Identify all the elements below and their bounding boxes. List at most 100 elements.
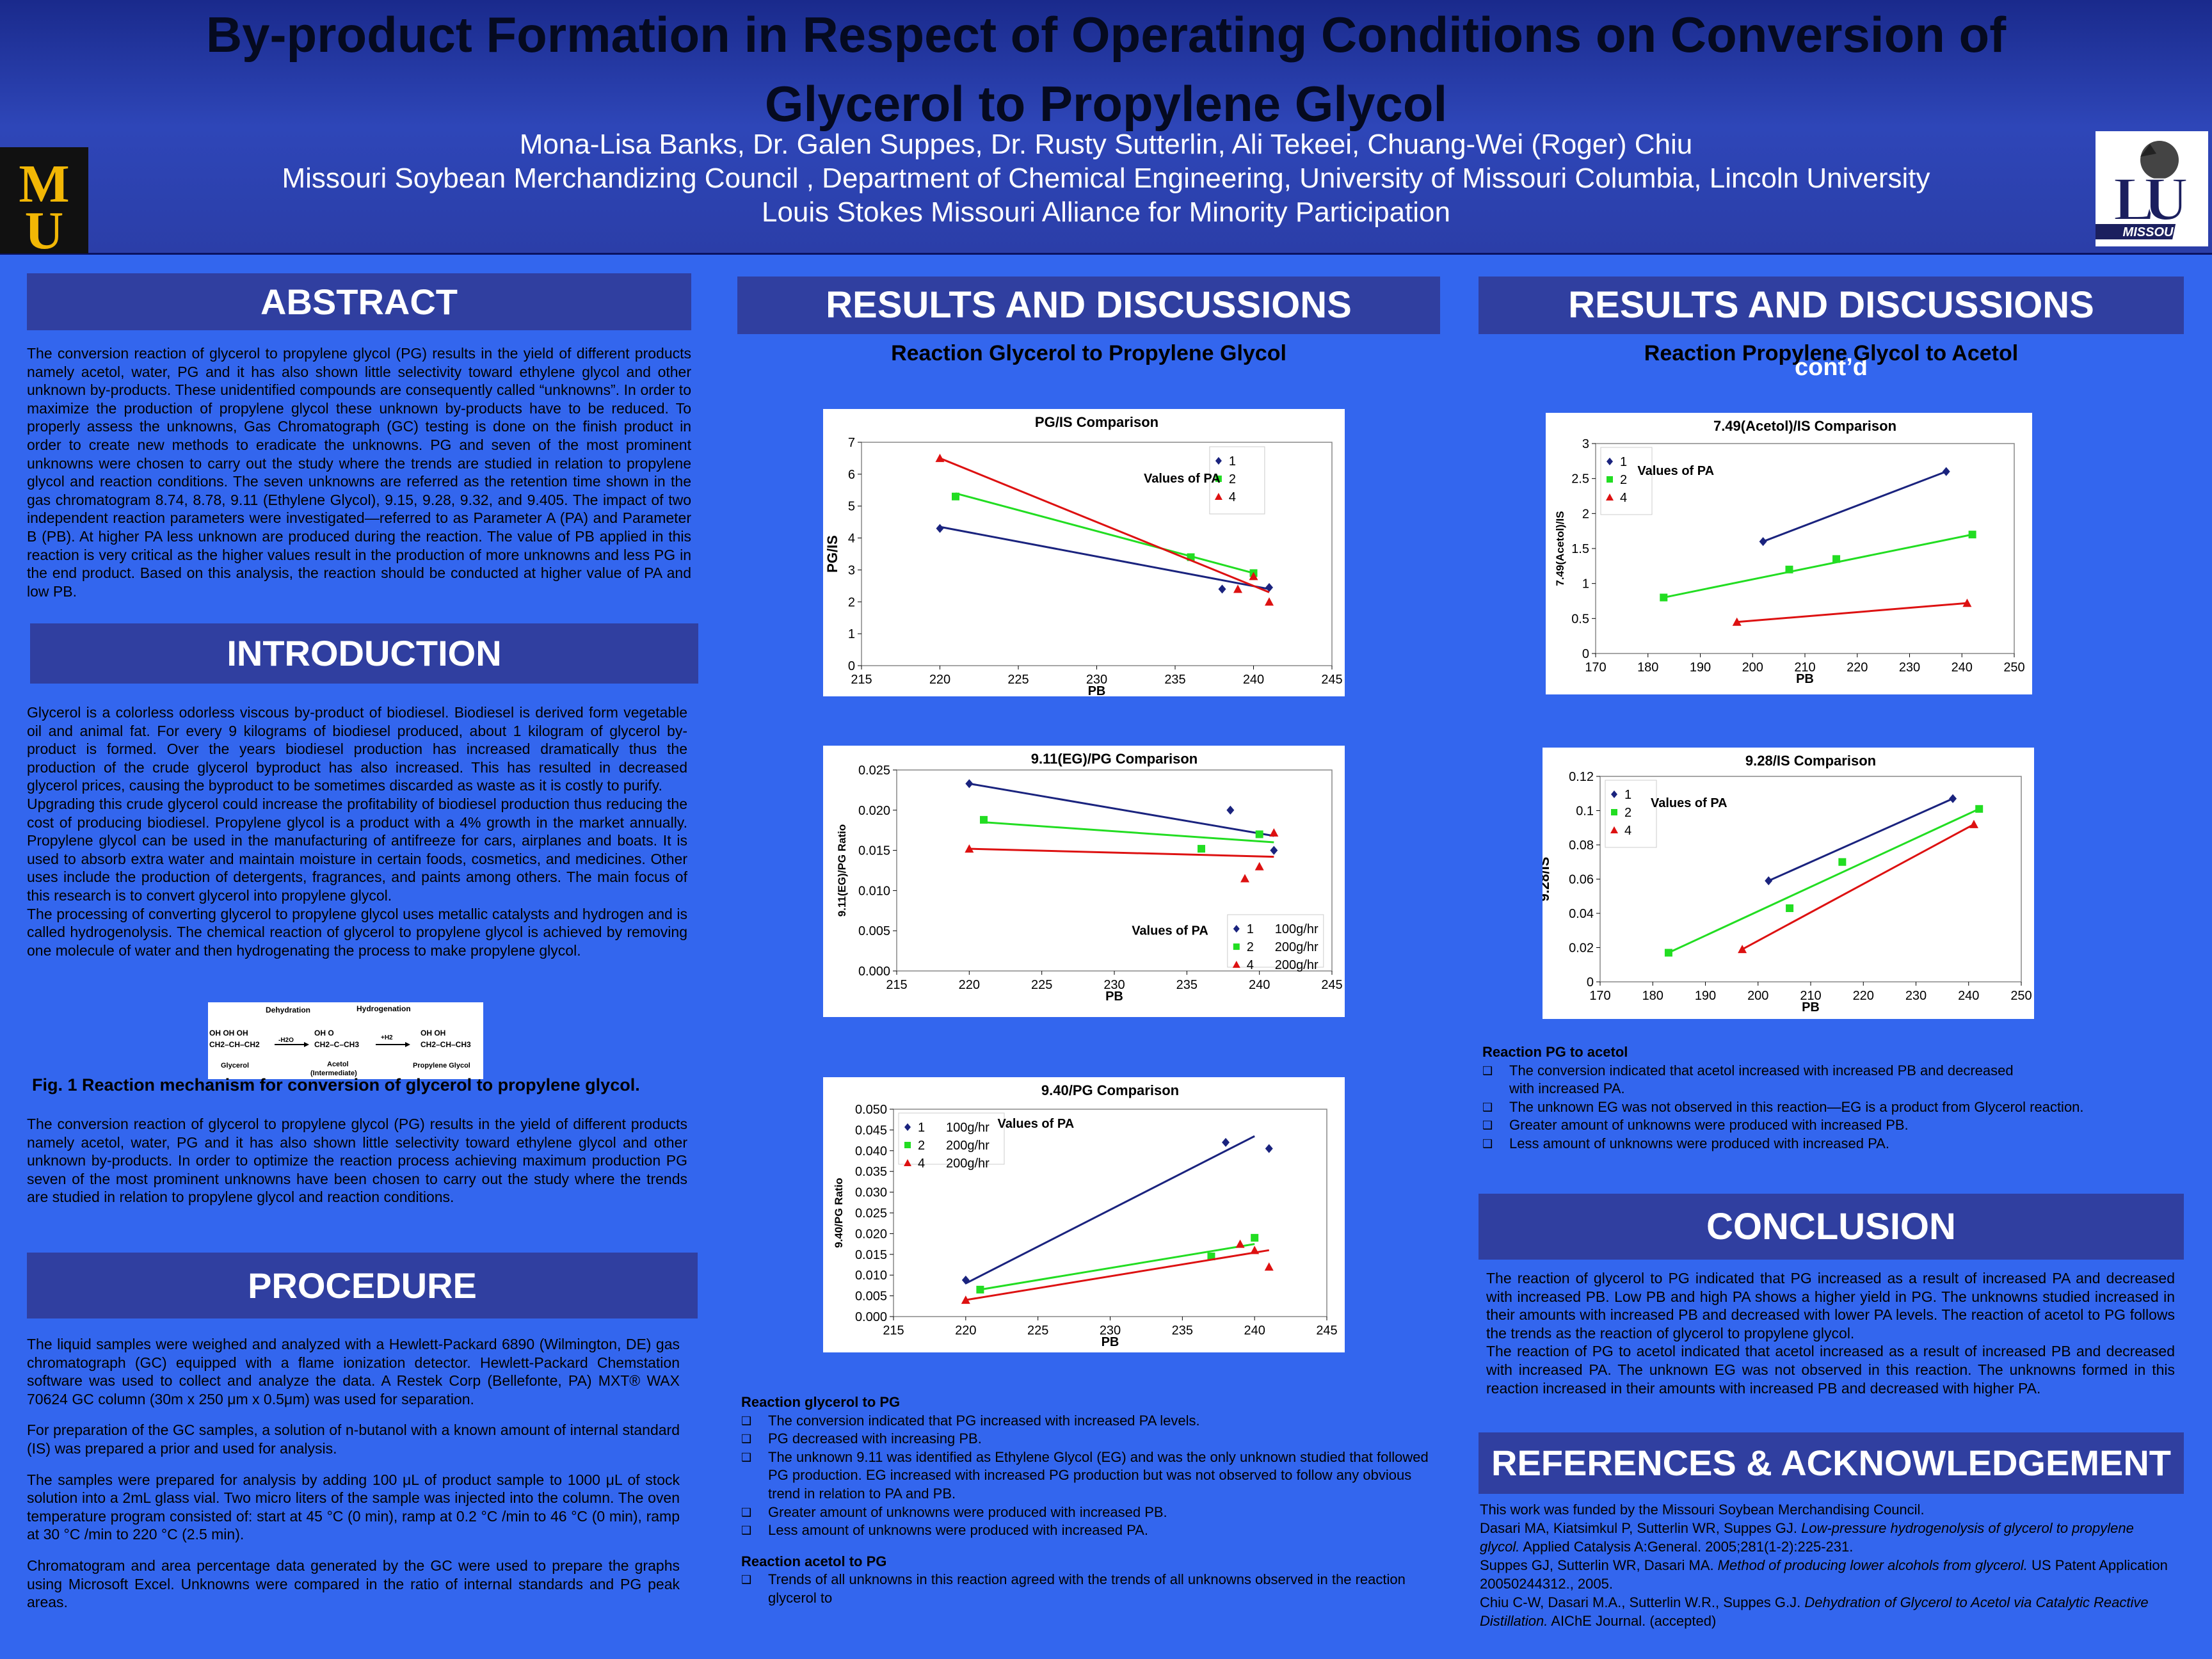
legend-label: 2 [918, 1139, 925, 1153]
series-trendline [1663, 533, 1973, 599]
data-point-square [1664, 949, 1672, 957]
conclusion-heading: CONCLUSION [1479, 1194, 2184, 1260]
y-axis-label: PG/IS [824, 535, 840, 573]
data-point-triangle [1233, 584, 1242, 593]
data-point-diamond [965, 779, 974, 789]
legend-label: 1 [1247, 922, 1254, 936]
data-point-triangle [1962, 598, 1972, 607]
chart-title: PG/IS Comparison [1035, 414, 1158, 430]
chart-911-eg-pg: 9.11(EG)/PG Comparison 0.000 0.005 0.010 0.0… [823, 746, 1345, 1017]
x-tick-label: 235 [1176, 978, 1198, 992]
bullet-item: Greater amount of unknowns were produced… [741, 1503, 1432, 1522]
series-trendline [1742, 823, 1975, 950]
data-point-square [1785, 565, 1793, 573]
legend-label: 4 [1247, 958, 1254, 972]
y-tick-label: 2 [1582, 507, 1589, 521]
data-point-triangle [1264, 1262, 1274, 1271]
intro-continued-text: The conversion reaction of glycerol to p… [27, 1116, 687, 1206]
mu-logo-u: U [25, 201, 64, 253]
x-tick-label: 220 [959, 978, 980, 992]
affiliation-2: Louis Stokes Missouri Alliance for Minor… [761, 196, 1450, 228]
pg-acetol-subheading: Reaction Propylene Glycol to Acetol [1644, 341, 2019, 365]
x-tick-label: 220 [1847, 661, 1868, 675]
fig-label-glycerol: Glycerol [221, 1062, 249, 1070]
legend-marker [1214, 492, 1222, 500]
fig-label-intermediate: (Intermediate) [310, 1070, 357, 1077]
data-point-diamond [1226, 805, 1235, 815]
y-tick-label: 0.025 [855, 1206, 887, 1221]
y-tick-label: 0.005 [858, 924, 890, 938]
x-tick-label: 210 [1794, 661, 1815, 675]
lincoln-logo: L U MISSOURI [2087, 131, 2208, 246]
results-heading: RESULTS AND DISCUSSIONS [737, 276, 1440, 334]
reaction-mechanism-figure: Dehydration Hydrogenation OH OH OH CH2–C… [208, 1002, 483, 1079]
legend-marker [1607, 458, 1613, 465]
data-point-triangle [1732, 617, 1742, 626]
legend-extra-label: 200g/hr [1275, 958, 1318, 972]
data-point-triangle [1235, 1239, 1245, 1248]
data-point-triangle [1969, 819, 1978, 828]
legend-label: 1 [918, 1121, 925, 1135]
ref-source: US Patent Application 20050244312., 2005… [1480, 1557, 2168, 1592]
x-tick-label: 225 [1027, 1324, 1048, 1338]
data-point-square [1975, 805, 1984, 813]
series-trendline [955, 492, 1254, 574]
ref-title: Dehydration of Glycerol to Acetol via Ca… [1480, 1594, 2149, 1629]
legend-label: 2 [1620, 473, 1627, 487]
bullet-item: The unknown EG was not observed in this … [1482, 1098, 2174, 1117]
y-tick-label: 2 [848, 595, 855, 609]
data-point-square [1968, 531, 1976, 539]
legend-marker [904, 1142, 911, 1148]
data-point-diamond [1949, 794, 1957, 803]
x-axis-label: PB [1796, 672, 1814, 686]
y-tick-label: 3 [1582, 437, 1589, 451]
y-tick-label: 0.015 [855, 1248, 887, 1262]
legend-title: Values of PA [1144, 472, 1221, 486]
x-tick-label: 180 [1637, 661, 1658, 675]
results-pg-acetol-notes: Reaction PG to acetol The conversion ind… [1482, 1043, 2174, 1153]
fig-label-acetol: Acetol [327, 1061, 349, 1068]
legend-title: Values of PA [1132, 924, 1208, 938]
x-tick-label: 250 [2010, 989, 2032, 1003]
legend-label: 2 [1229, 472, 1236, 486]
title-line-2: Glycerol to Propylene Glycol [764, 76, 1448, 132]
legend-marker [1215, 475, 1222, 482]
y-axis-label: 9.11(EG)/PG Ratio [836, 824, 848, 917]
reference-item: Suppes GJ, Sutterlin WR, Dasari MA. Meth… [1480, 1556, 2175, 1593]
data-point-diamond [936, 524, 944, 533]
fig-label-pg: Propylene Glycol [413, 1062, 470, 1070]
x-tick-label: 220 [1853, 989, 1874, 1003]
y-tick-label: 0.06 [1569, 873, 1594, 887]
fig-glycerol-chain: CH2–CH–CH2 [209, 1040, 260, 1049]
x-axis-label: PB [1088, 684, 1106, 696]
y-tick-label: 0.12 [1569, 770, 1594, 784]
y-tick-label: 7 [848, 436, 855, 450]
y-tick-label: 0.040 [855, 1144, 887, 1158]
legend-box [1227, 914, 1324, 968]
legend-label: 4 [918, 1157, 925, 1171]
y-tick-label: 0.035 [855, 1165, 887, 1179]
x-tick-label: 240 [1952, 661, 1973, 675]
data-point-triangle [1240, 874, 1249, 883]
chart-title: 7.49(Acetol)/IS Comparison [1713, 418, 1896, 434]
intro-paragraph: Upgrading this crude glycerol could incr… [27, 795, 687, 904]
series-trendline [969, 847, 1274, 858]
introduction-heading: INTRODUCTION [30, 623, 698, 684]
y-axis-label: 9.40/PG Ratio [833, 1178, 845, 1248]
x-axis-label: PB [1105, 990, 1123, 1004]
x-tick-label: 235 [1172, 1324, 1193, 1338]
data-point-diamond [1759, 537, 1767, 547]
data-point-square [1838, 858, 1847, 866]
x-tick-label: 190 [1695, 989, 1716, 1003]
y-tick-label: 0.020 [858, 804, 890, 818]
legend-marker [1233, 925, 1240, 933]
series-trendline [939, 457, 1270, 593]
y-tick-label: 0.010 [855, 1269, 887, 1283]
x-tick-label: 215 [886, 978, 907, 992]
x-tick-label: 240 [1958, 989, 1979, 1003]
x-tick-label: 250 [2003, 661, 2024, 675]
fig-label-dehydration: Dehydration [266, 1006, 310, 1014]
y-tick-label: 0.015 [858, 844, 890, 858]
affiliation-1: Missouri Soybean Merchandizing Council ,… [282, 163, 1930, 194]
legend-marker [904, 1123, 911, 1131]
